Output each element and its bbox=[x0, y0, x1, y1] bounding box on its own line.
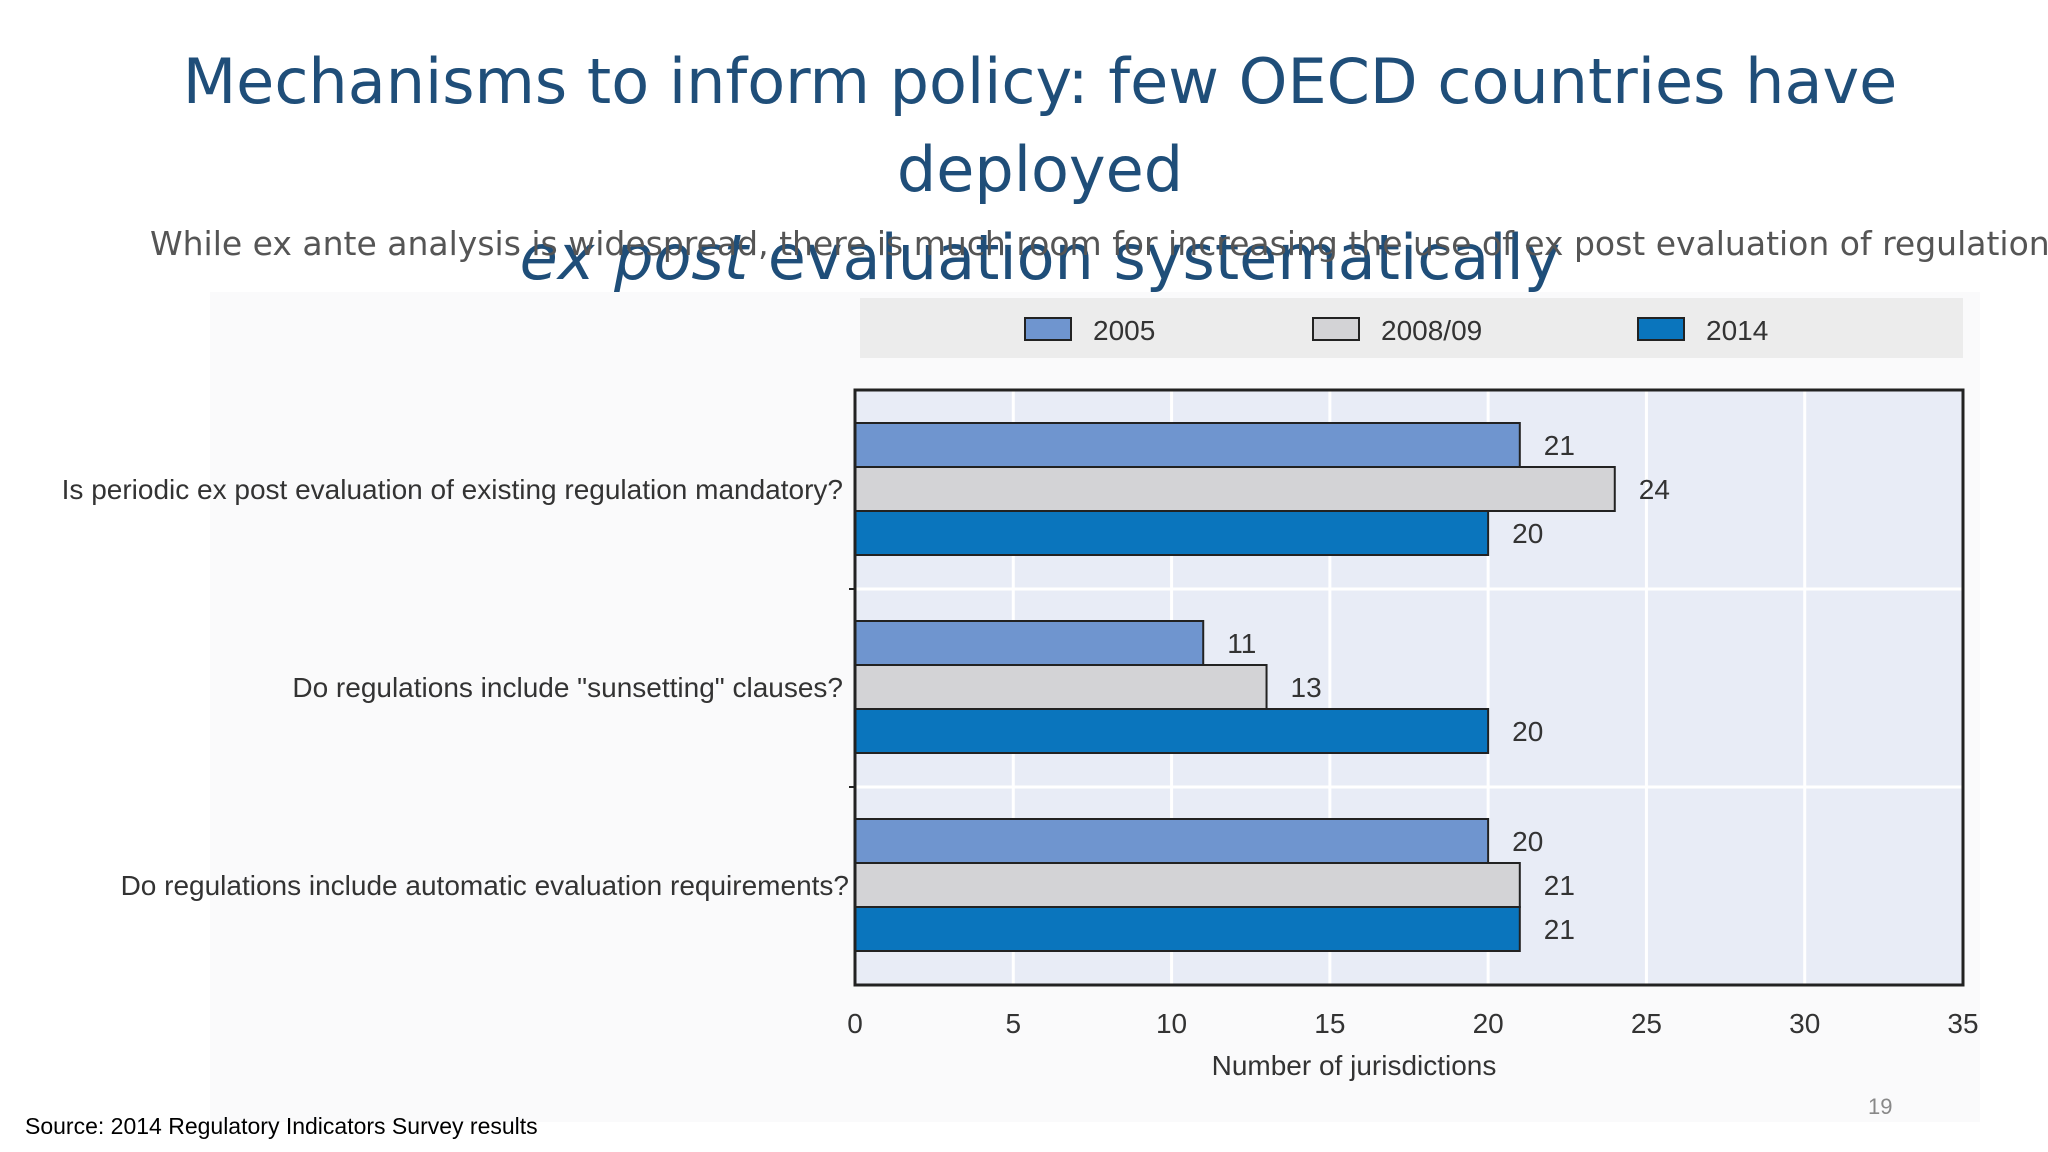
title-italic-term: ex post bbox=[519, 221, 749, 294]
x-tick-label: 20 bbox=[1473, 1008, 1504, 1039]
page-number: 19 bbox=[1868, 1094, 1893, 1119]
legend-item-2005-swatch bbox=[1024, 317, 1072, 341]
x-tick-label: 10 bbox=[1156, 1008, 1187, 1039]
data-label: 21 bbox=[1544, 430, 1575, 461]
legend-item-2005-label: 2005 bbox=[1093, 315, 1155, 346]
bar-2005-cat2 bbox=[854, 620, 1205, 666]
data-label: 20 bbox=[1512, 716, 1543, 747]
x-tick-label: 35 bbox=[1947, 1008, 1978, 1039]
slide-title: Mechanisms to inform policy: few OECD co… bbox=[100, 38, 1980, 302]
x-tick-label: 0 bbox=[847, 1008, 863, 1039]
legend: 2005 2008/09 2014 bbox=[860, 298, 1963, 358]
category-label: Do regulations include automatic evaluat… bbox=[121, 870, 849, 901]
x-tick-label: 30 bbox=[1789, 1008, 1820, 1039]
data-label: 20 bbox=[1512, 826, 1543, 857]
source-note: Source: 2014 Regulatory Indicators Surve… bbox=[25, 1113, 538, 1139]
category-label: Is periodic ex post evaluation of existi… bbox=[62, 474, 843, 505]
x-axis-label: Number of jurisdictions bbox=[1212, 1050, 1497, 1081]
legend-item-2014-label: 2014 bbox=[1706, 315, 1768, 346]
title-line-1: Mechanisms to inform policy: few OECD co… bbox=[182, 45, 1898, 206]
data-label: 11 bbox=[1227, 628, 1256, 659]
bar-2005-cat3 bbox=[854, 818, 1490, 864]
bar-2014-cat2 bbox=[854, 708, 1490, 754]
title-line-2-rest: evaluation systematically bbox=[748, 221, 1561, 294]
data-label: 20 bbox=[1512, 518, 1543, 549]
bar-200809-cat2 bbox=[854, 664, 1268, 710]
legend-item-200809-label: 2008/09 bbox=[1381, 315, 1482, 346]
data-label: 21 bbox=[1544, 870, 1575, 901]
legend-item-2014-swatch bbox=[1637, 317, 1685, 341]
x-tick-label: 15 bbox=[1314, 1008, 1345, 1039]
data-label: 13 bbox=[1291, 672, 1322, 703]
category-label: Do regulations include "sunsetting" clau… bbox=[292, 672, 843, 703]
plot-frame bbox=[853, 388, 1965, 987]
bar-2014-cat3 bbox=[854, 906, 1521, 952]
bar-2014-cat1 bbox=[854, 510, 1490, 556]
bar-2005-cat1 bbox=[854, 422, 1521, 468]
bar-200809-cat1 bbox=[854, 466, 1616, 512]
bar-200809-cat3 bbox=[854, 862, 1521, 908]
slide-subtitle: While ex ante analysis is widespread, th… bbox=[150, 224, 2048, 263]
x-tick-label: 5 bbox=[1005, 1008, 1021, 1039]
data-label: 24 bbox=[1639, 474, 1670, 505]
x-tick-label: 25 bbox=[1631, 1008, 1662, 1039]
legend-item-200809-swatch bbox=[1312, 317, 1360, 341]
data-label: 21 bbox=[1544, 914, 1575, 945]
